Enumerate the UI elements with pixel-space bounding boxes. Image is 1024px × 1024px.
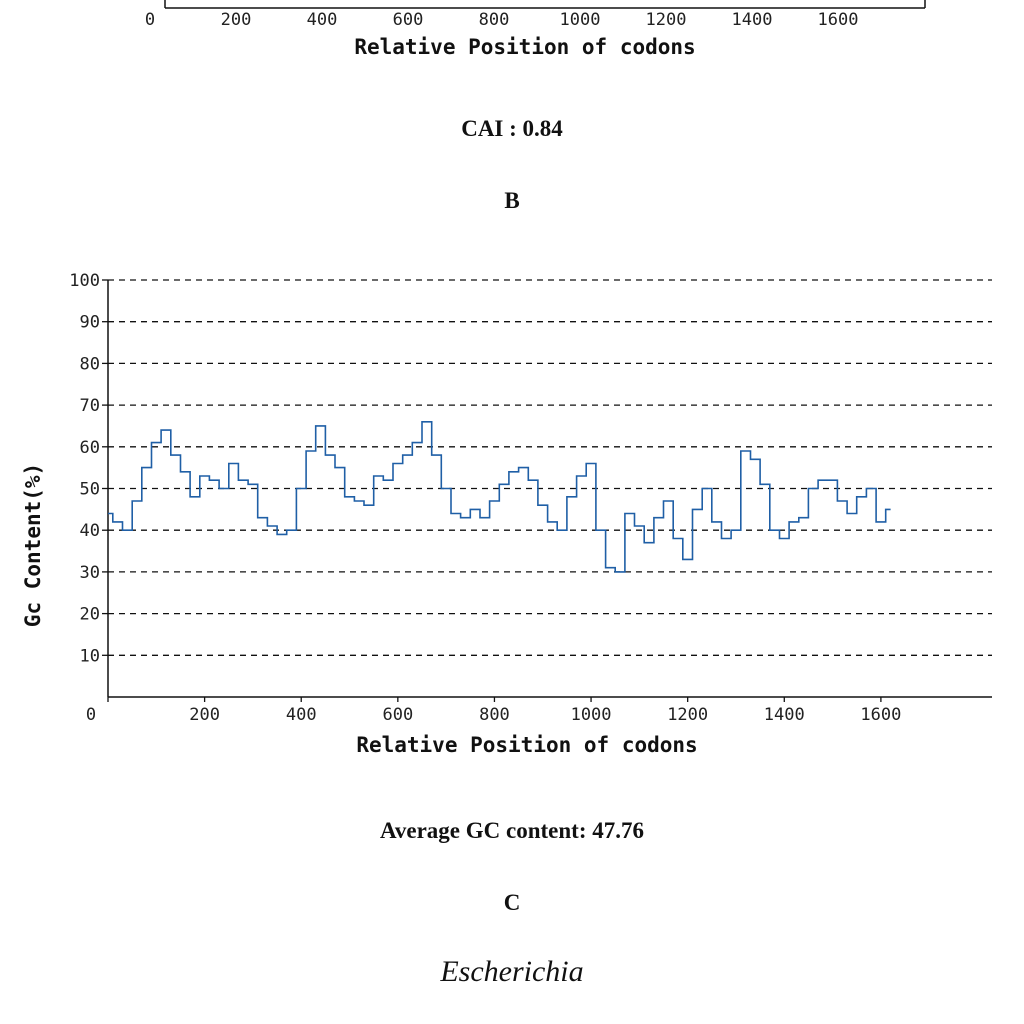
gc-chart-y-tick-label: 80 bbox=[80, 354, 100, 374]
gc-chart-y-tick-label: 100 bbox=[69, 271, 100, 291]
gc-chart-y-tick-label: 90 bbox=[80, 313, 100, 333]
top-chart-x-tick-label: 1600 bbox=[818, 10, 859, 30]
top-chart-x-tick-label: 200 bbox=[221, 10, 252, 30]
gc-chart-x-tick-label: 600 bbox=[382, 705, 413, 725]
top-chart-x-tick-label: 1400 bbox=[732, 10, 773, 30]
top-chart-x-ticks: 0 200 400 600 800 1000 1200 1400 1600 bbox=[145, 10, 859, 30]
gc-chart-x-tick-label: 1000 bbox=[571, 705, 612, 725]
species-label: Escherichia bbox=[440, 955, 584, 988]
gc-content-series-line bbox=[108, 421, 891, 573]
gc-chart-y-tick-label: 70 bbox=[80, 396, 100, 416]
top-chart-x-axis-label: Relative Position of codons bbox=[354, 35, 695, 59]
gc-chart-x-tick-label: 400 bbox=[286, 705, 317, 725]
gc-chart-x-tick-label: 1200 bbox=[667, 705, 708, 725]
gc-chart-x-tick-label: 1600 bbox=[860, 705, 901, 725]
top-chart-x-tick-label: 600 bbox=[393, 10, 424, 30]
panel-b-label: B bbox=[504, 188, 520, 213]
gc-chart-x-tick-label: 800 bbox=[479, 705, 510, 725]
gc-chart-x-tick-label: 200 bbox=[189, 705, 220, 725]
gc-chart-y-axis-label: Gc Content(%) bbox=[21, 463, 45, 627]
top-chart-x-tick-label: 1200 bbox=[646, 10, 687, 30]
gc-chart-x-tick-label: 1400 bbox=[764, 705, 805, 725]
top-chart-x-tick-label: 0 bbox=[145, 10, 155, 30]
panel-c-label: C bbox=[503, 890, 521, 915]
average-gc-text: Average GC content: 47.76 bbox=[379, 818, 644, 843]
gc-chart: 10 20 30 40 50 60 70 80 90 100 0 200 400 600 800 1000 1… bbox=[21, 271, 992, 757]
gc-chart-y-tick-label: 40 bbox=[80, 521, 100, 541]
cai-value-text: CAI : 0.84 bbox=[461, 116, 563, 141]
top-chart: 0 200 400 600 800 1000 1200 1400 1600 Relative P… bbox=[145, 0, 926, 59]
gc-chart-x-axis-label: Relative Position of codons bbox=[356, 733, 697, 757]
top-chart-x-tick-label: 1000 bbox=[560, 10, 601, 30]
gc-chart-gridlines bbox=[108, 279, 992, 656]
gc-chart-y-tick-label: 60 bbox=[80, 438, 100, 458]
top-chart-x-tick-label: 800 bbox=[479, 10, 510, 30]
top-chart-x-tick-label: 400 bbox=[307, 10, 338, 30]
gc-chart-y-tick-label: 20 bbox=[80, 605, 100, 625]
gc-chart-y-ticks: 10 20 30 40 50 60 70 80 90 100 bbox=[69, 271, 108, 666]
gc-chart-x-ticks: 0 200 400 600 800 1000 1200 1400 1600 bbox=[86, 697, 901, 725]
gc-chart-y-tick-label: 30 bbox=[80, 563, 100, 583]
gc-chart-y-tick-label: 10 bbox=[80, 646, 100, 666]
gc-chart-y-tick-label: 50 bbox=[80, 480, 100, 500]
gc-chart-x-tick-label: 0 bbox=[86, 705, 96, 725]
